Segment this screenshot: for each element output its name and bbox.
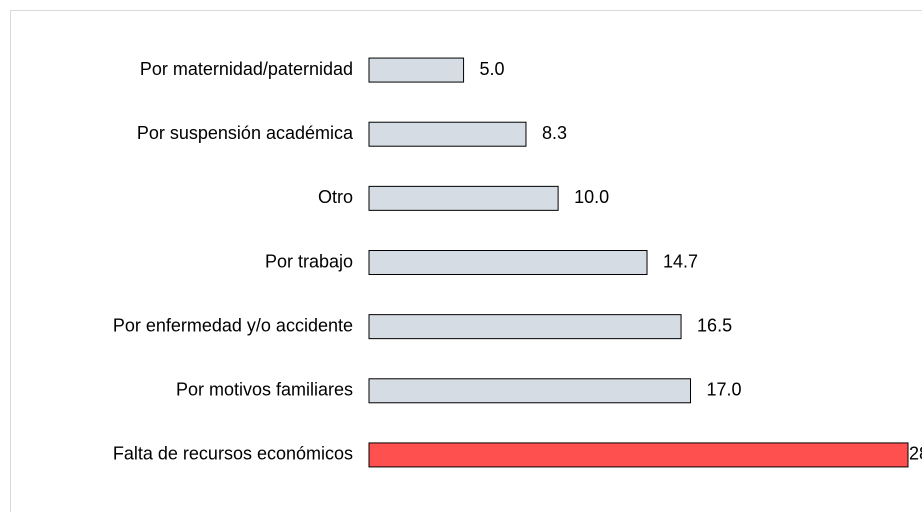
bar <box>368 378 692 404</box>
category-label: Por suspensión académica <box>137 123 354 143</box>
bar <box>368 185 559 211</box>
bar <box>368 57 465 83</box>
bar <box>368 442 909 468</box>
value-label: 5.0 <box>480 59 505 79</box>
value-label: 28.5 <box>909 444 922 464</box>
category-label: Por enfermedad y/o accidente <box>113 315 353 335</box>
value-label: 17.0 <box>707 380 742 400</box>
value-label: 16.5 <box>697 315 732 335</box>
value-label: 10.0 <box>574 187 609 207</box>
bar <box>368 121 527 147</box>
bar <box>368 250 648 275</box>
category-label: Por trabajo <box>265 251 353 271</box>
bar <box>368 314 682 340</box>
category-label: Por maternidad/paternidad <box>140 59 353 79</box>
category-label: Falta de recursos económicos <box>113 444 353 464</box>
category-label: Por motivos familiares <box>176 380 353 400</box>
category-label: Otro <box>318 187 353 207</box>
value-label: 8.3 <box>542 123 567 143</box>
value-label: 14.7 <box>663 251 698 271</box>
